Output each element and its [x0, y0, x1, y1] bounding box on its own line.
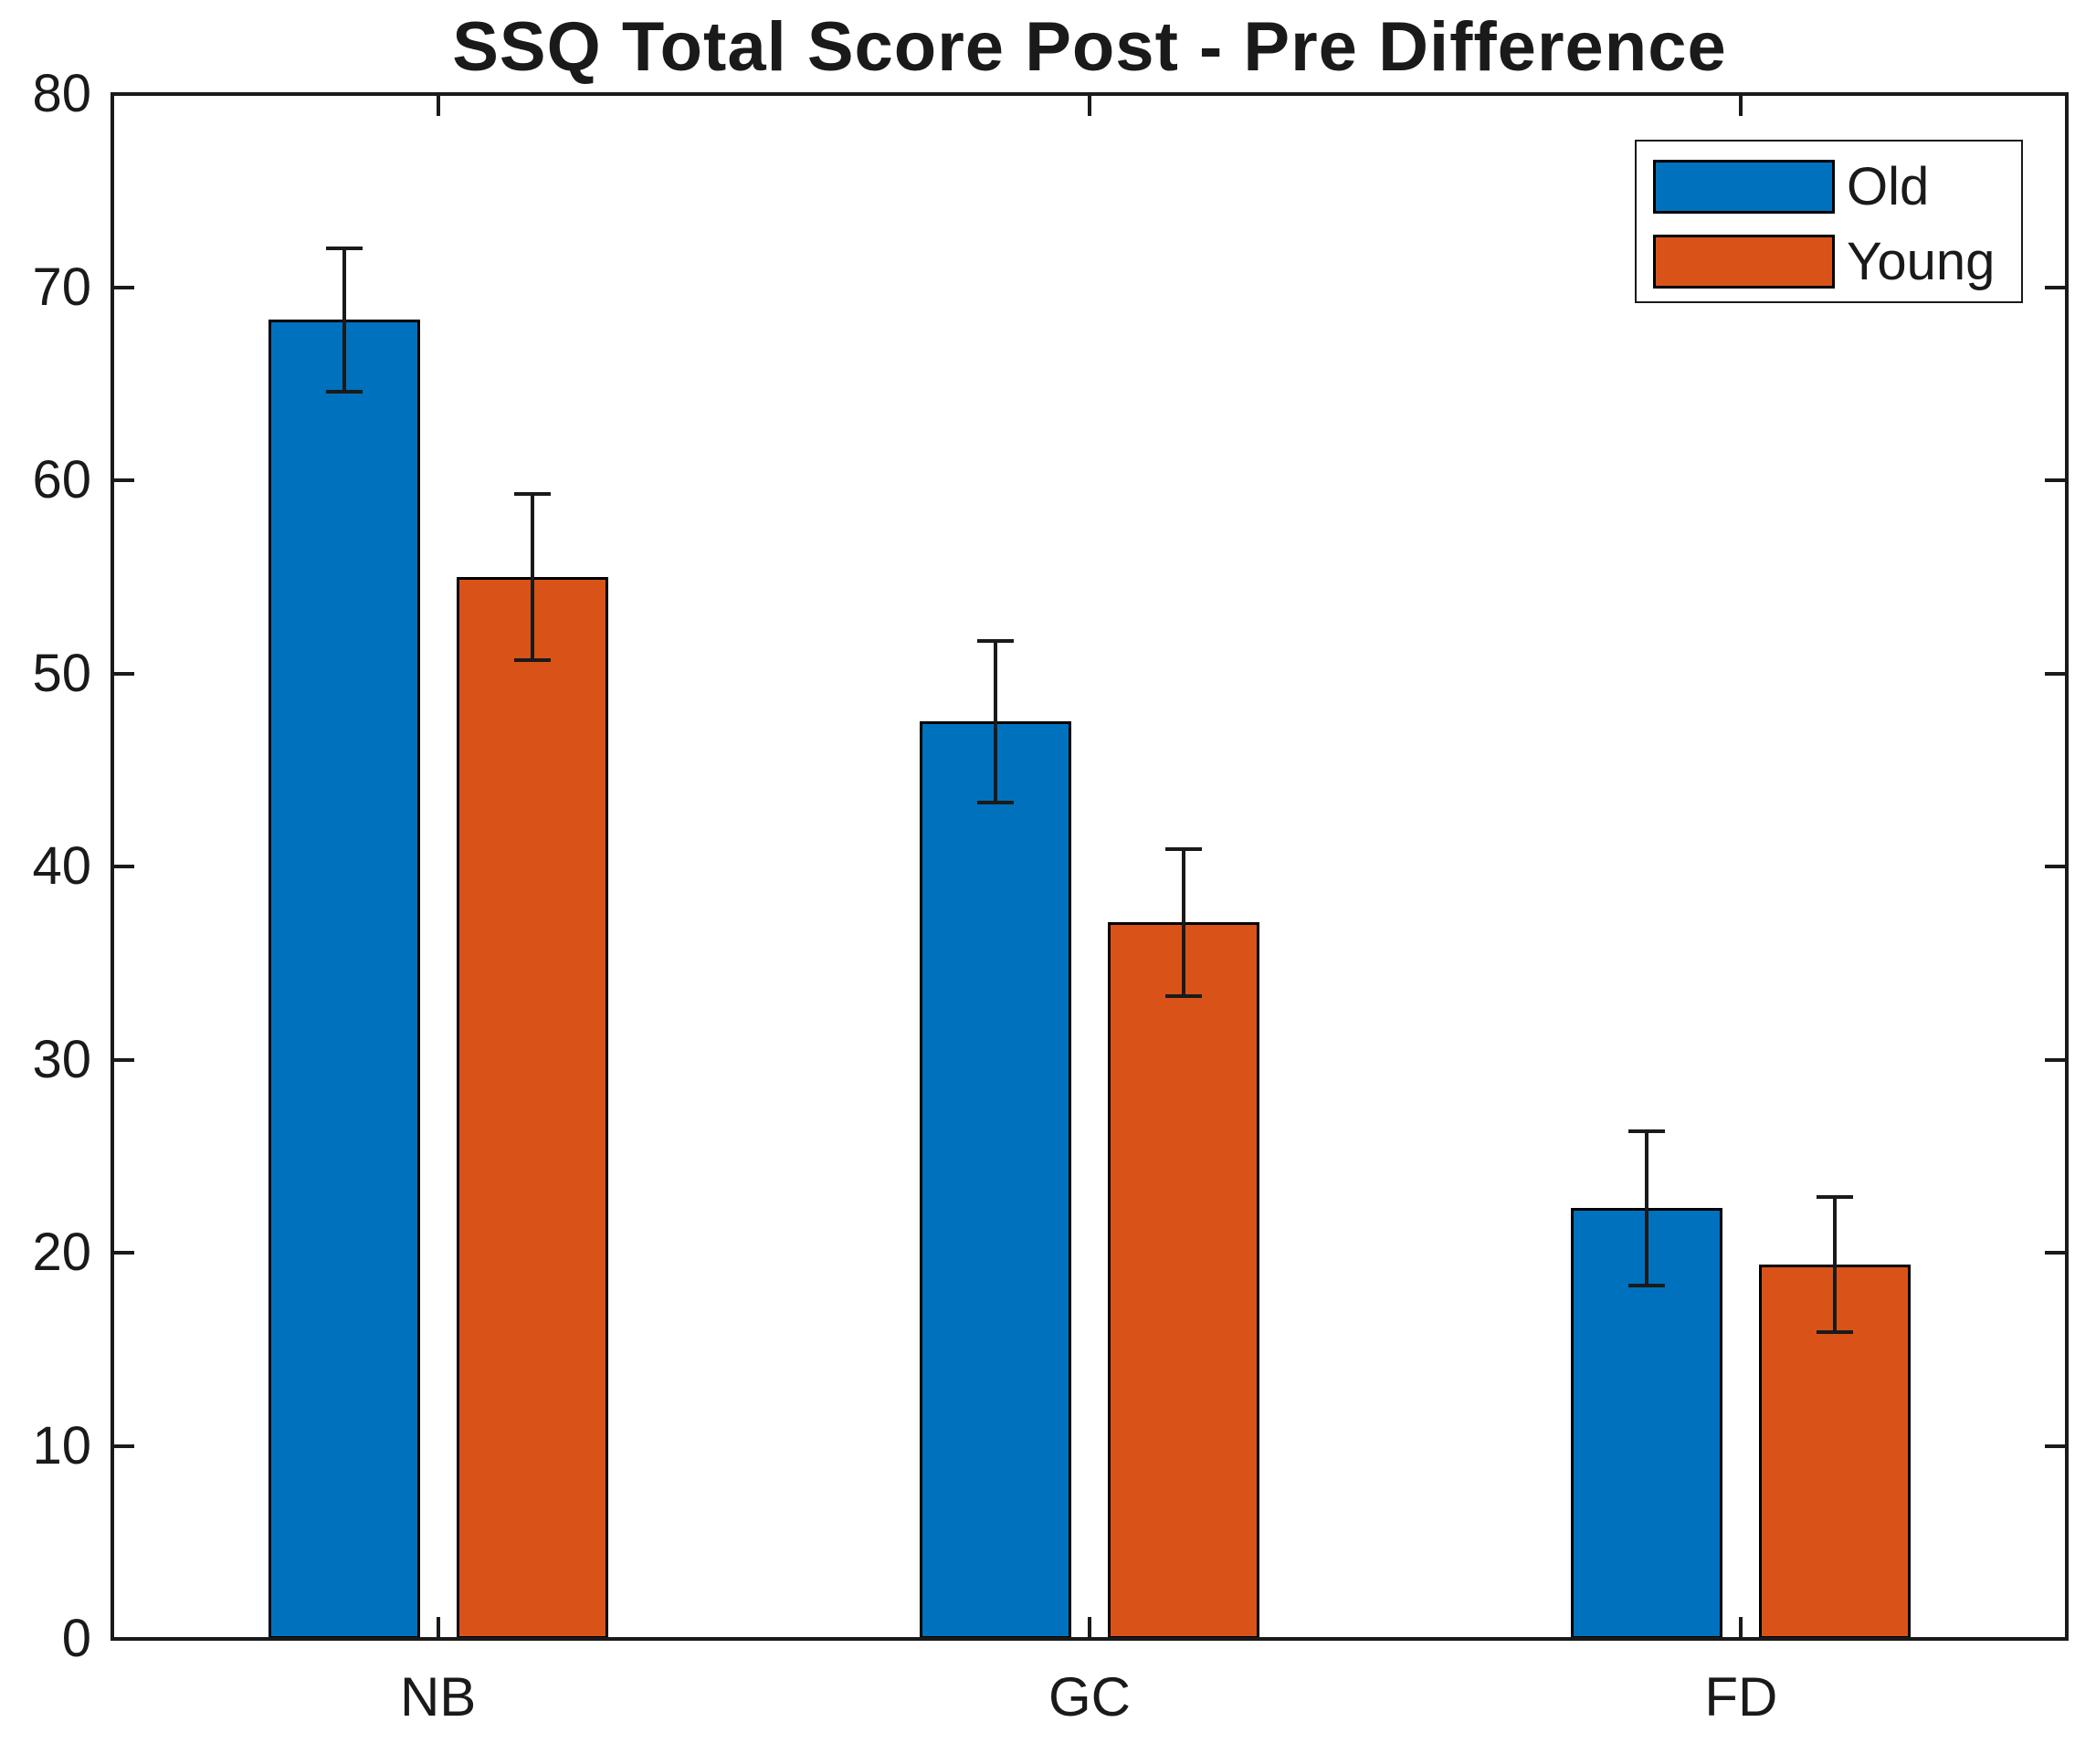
y-tick-mirror: [2045, 92, 2067, 96]
y-tick: [112, 1251, 134, 1255]
error-bar-stem-young-fd: [1833, 1196, 1838, 1332]
legend: Old Young: [1635, 140, 2023, 303]
error-bar-cap-top-young-fd: [1817, 1194, 1854, 1199]
y-tick-label: 0: [61, 1609, 91, 1668]
error-bar-cap-bottom-young-gc: [1165, 993, 1202, 998]
x-tick-label: NB: [399, 1666, 477, 1727]
x-tick: [1739, 1617, 1743, 1639]
x-tick-label: FD: [1704, 1666, 1778, 1727]
y-tick: [112, 671, 134, 676]
legend-label-young: Young: [1847, 232, 1996, 291]
y-tick: [112, 1637, 134, 1641]
y-tick-mirror: [2045, 1637, 2067, 1641]
y-tick-mirror: [2045, 1251, 2067, 1255]
bar-old-nb: [268, 320, 420, 1639]
y-tick-label: 20: [32, 1223, 91, 1282]
y-tick-label: 30: [32, 1029, 91, 1089]
error-bar-cap-top-old-nb: [325, 247, 363, 251]
y-tick-mirror: [2045, 865, 2067, 868]
error-bar-cap-bottom-old-fd: [1628, 1283, 1666, 1287]
x-tick-mirror: [436, 94, 440, 116]
y-tick: [112, 1057, 134, 1062]
y-tick-mirror: [2045, 1444, 2067, 1448]
error-bar-cap-top-young-gc: [1165, 846, 1202, 851]
error-bar-stem-young-gc: [1182, 848, 1185, 996]
y-tick-mirror: [2045, 1057, 2067, 1062]
y-tick-label: 60: [32, 450, 91, 509]
x-tick-label: GC: [1048, 1666, 1131, 1727]
y-tick-label: 70: [32, 257, 91, 317]
y-tick: [112, 285, 134, 289]
bar-old-gc: [920, 721, 1071, 1639]
y-tick-label: 10: [32, 1415, 91, 1475]
bar-young-gc: [1108, 922, 1259, 1639]
y-tick-label: 80: [32, 64, 91, 123]
x-tick-mirror: [1088, 94, 1091, 116]
error-bar-cap-bottom-young-fd: [1817, 1329, 1854, 1334]
bar-young-nb: [456, 576, 608, 1639]
error-bar-cap-bottom-young-nb: [513, 657, 551, 662]
legend-swatch-young: [1653, 235, 1835, 289]
legend-label-old: Old: [1847, 157, 1930, 216]
y-tick-mirror: [2045, 285, 2067, 289]
error-bar-stem-young-nb: [530, 493, 534, 660]
y-tick: [112, 478, 134, 482]
error-bar-cap-top-old-gc: [977, 638, 1014, 643]
error-bar-cap-bottom-old-nb: [325, 389, 363, 394]
y-tick-mirror: [2045, 478, 2067, 482]
y-tick: [112, 865, 134, 868]
error-bar-cap-top-young-nb: [513, 491, 551, 496]
y-tick-mirror: [2045, 671, 2067, 676]
error-bar-cap-bottom-old-gc: [977, 801, 1014, 805]
error-bar-stem-old-fd: [1645, 1130, 1649, 1286]
x-tick: [1088, 1617, 1091, 1639]
chart-title: SSQ Total Score Post - Pre Difference: [452, 8, 1727, 86]
y-tick: [112, 1444, 134, 1448]
error-bar-cap-top-old-fd: [1628, 1129, 1666, 1133]
y-tick: [112, 92, 134, 96]
y-tick-label: 50: [32, 643, 91, 703]
legend-swatch-old: [1653, 160, 1835, 214]
x-tick: [436, 1617, 440, 1639]
y-tick-label: 40: [32, 836, 91, 896]
x-tick-mirror: [1739, 94, 1743, 116]
error-bar-stem-old-nb: [342, 248, 346, 392]
error-bar-stem-old-gc: [994, 640, 997, 803]
